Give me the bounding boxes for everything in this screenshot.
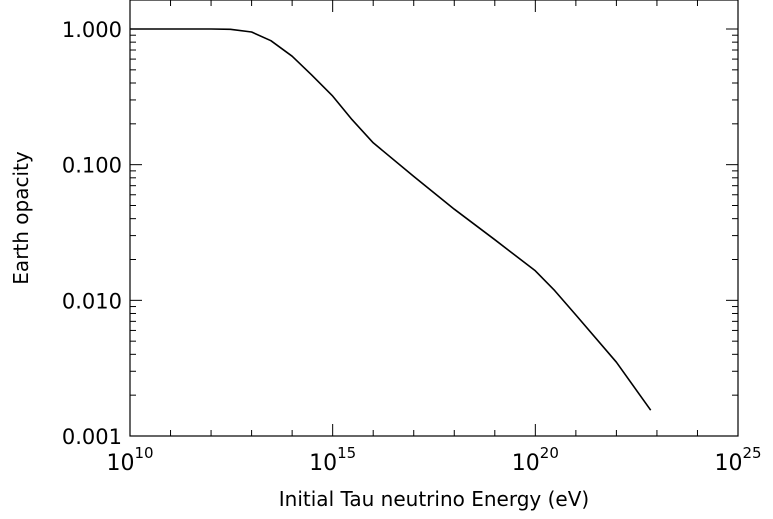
y-axis-label: Earth opacity [9,151,33,285]
series-group [130,28,652,411]
x-tick-label: 1020 [512,444,559,476]
y-tick-label: 0.001 [62,425,122,449]
axis-ticks [129,0,739,437]
plot-frame [129,0,739,437]
x-tick-label: 1025 [714,444,761,476]
y-tick-label: 0.100 [62,154,122,178]
series-line [130,28,652,411]
y-tick-label: 1.000 [62,18,122,42]
x-tick-label: 1015 [309,444,356,476]
x-axis-label: Initial Tau neutrino Energy (eV) [279,487,589,511]
y-tick-label: 0.010 [62,289,122,313]
